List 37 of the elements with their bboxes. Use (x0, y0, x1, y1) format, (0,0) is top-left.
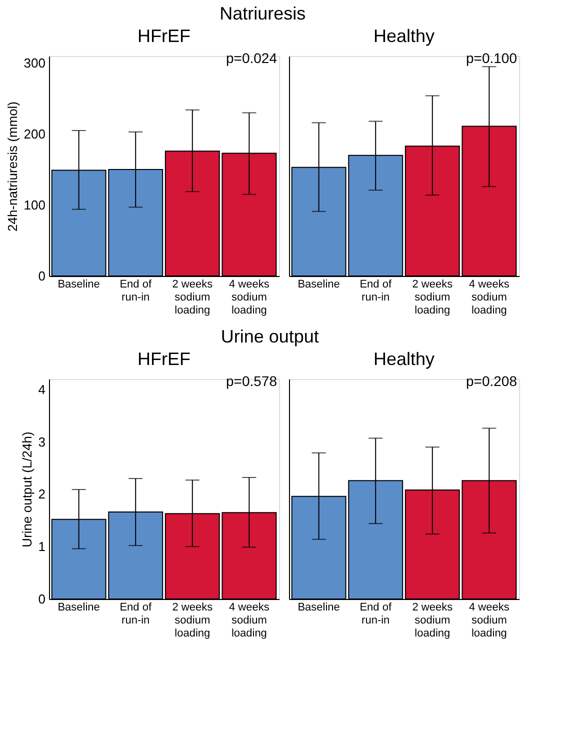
annotation: p=0.578 (226, 373, 278, 389)
x-tick-label: 4 weeks sodium loading (469, 602, 510, 640)
y-tick-label: 0 (38, 268, 46, 284)
x-tick-label: 2 weeks sodium loading (172, 278, 214, 316)
y-tick-label: 200 (24, 126, 46, 142)
y-tick-label: 1 (38, 539, 46, 554)
y-tick-label: 300 (24, 56, 46, 71)
x-tick-label: 4 weeks sodium loading (229, 602, 270, 640)
annotation: p=0.024 (226, 50, 278, 66)
y-tick-label: 0 (38, 592, 46, 606)
chart-title: Natriuresis (220, 4, 306, 24)
y-axis-title: Urine output (L/24h) (19, 432, 34, 548)
annotation: p=0.100 (466, 50, 518, 66)
x-tick-label: Baseline (58, 278, 100, 290)
y-axis-title: 24h-natriuresis (mmol) (4, 101, 20, 232)
chart-subtitle: HFrEF (138, 349, 190, 369)
x-tick-label: 2 weeks sodium loading (172, 602, 214, 640)
x-tick-label: 4 weeks sodium loading (229, 278, 270, 316)
chart-title: Urine output (220, 326, 319, 346)
x-tick-label: End of run-in (360, 602, 392, 626)
x-tick-label: End of run-in (120, 602, 152, 626)
x-tick-label: End of run-in (120, 278, 152, 304)
chart-subtitle: HFrEF (138, 26, 190, 46)
x-tick-label: 2 weeks sodium loading (412, 602, 454, 640)
chart-subtitle: Healthy (373, 26, 435, 46)
x-tick-label: 2 weeks sodium loading (412, 278, 454, 316)
x-tick-label: Baseline (298, 602, 340, 614)
annotation: p=0.208 (466, 373, 518, 389)
chart-subtitle: Healthy (373, 349, 435, 369)
y-tick-label: 100 (24, 198, 46, 213)
y-tick-label: 4 (38, 382, 46, 397)
x-tick-label: Baseline (58, 602, 100, 614)
x-tick-label: Baseline (298, 278, 340, 290)
y-tick-label: 3 (38, 434, 46, 450)
x-tick-label: End of run-in (360, 278, 392, 304)
y-tick-label: 2 (38, 486, 46, 502)
x-tick-label: 4 weeks sodium loading (469, 278, 510, 316)
